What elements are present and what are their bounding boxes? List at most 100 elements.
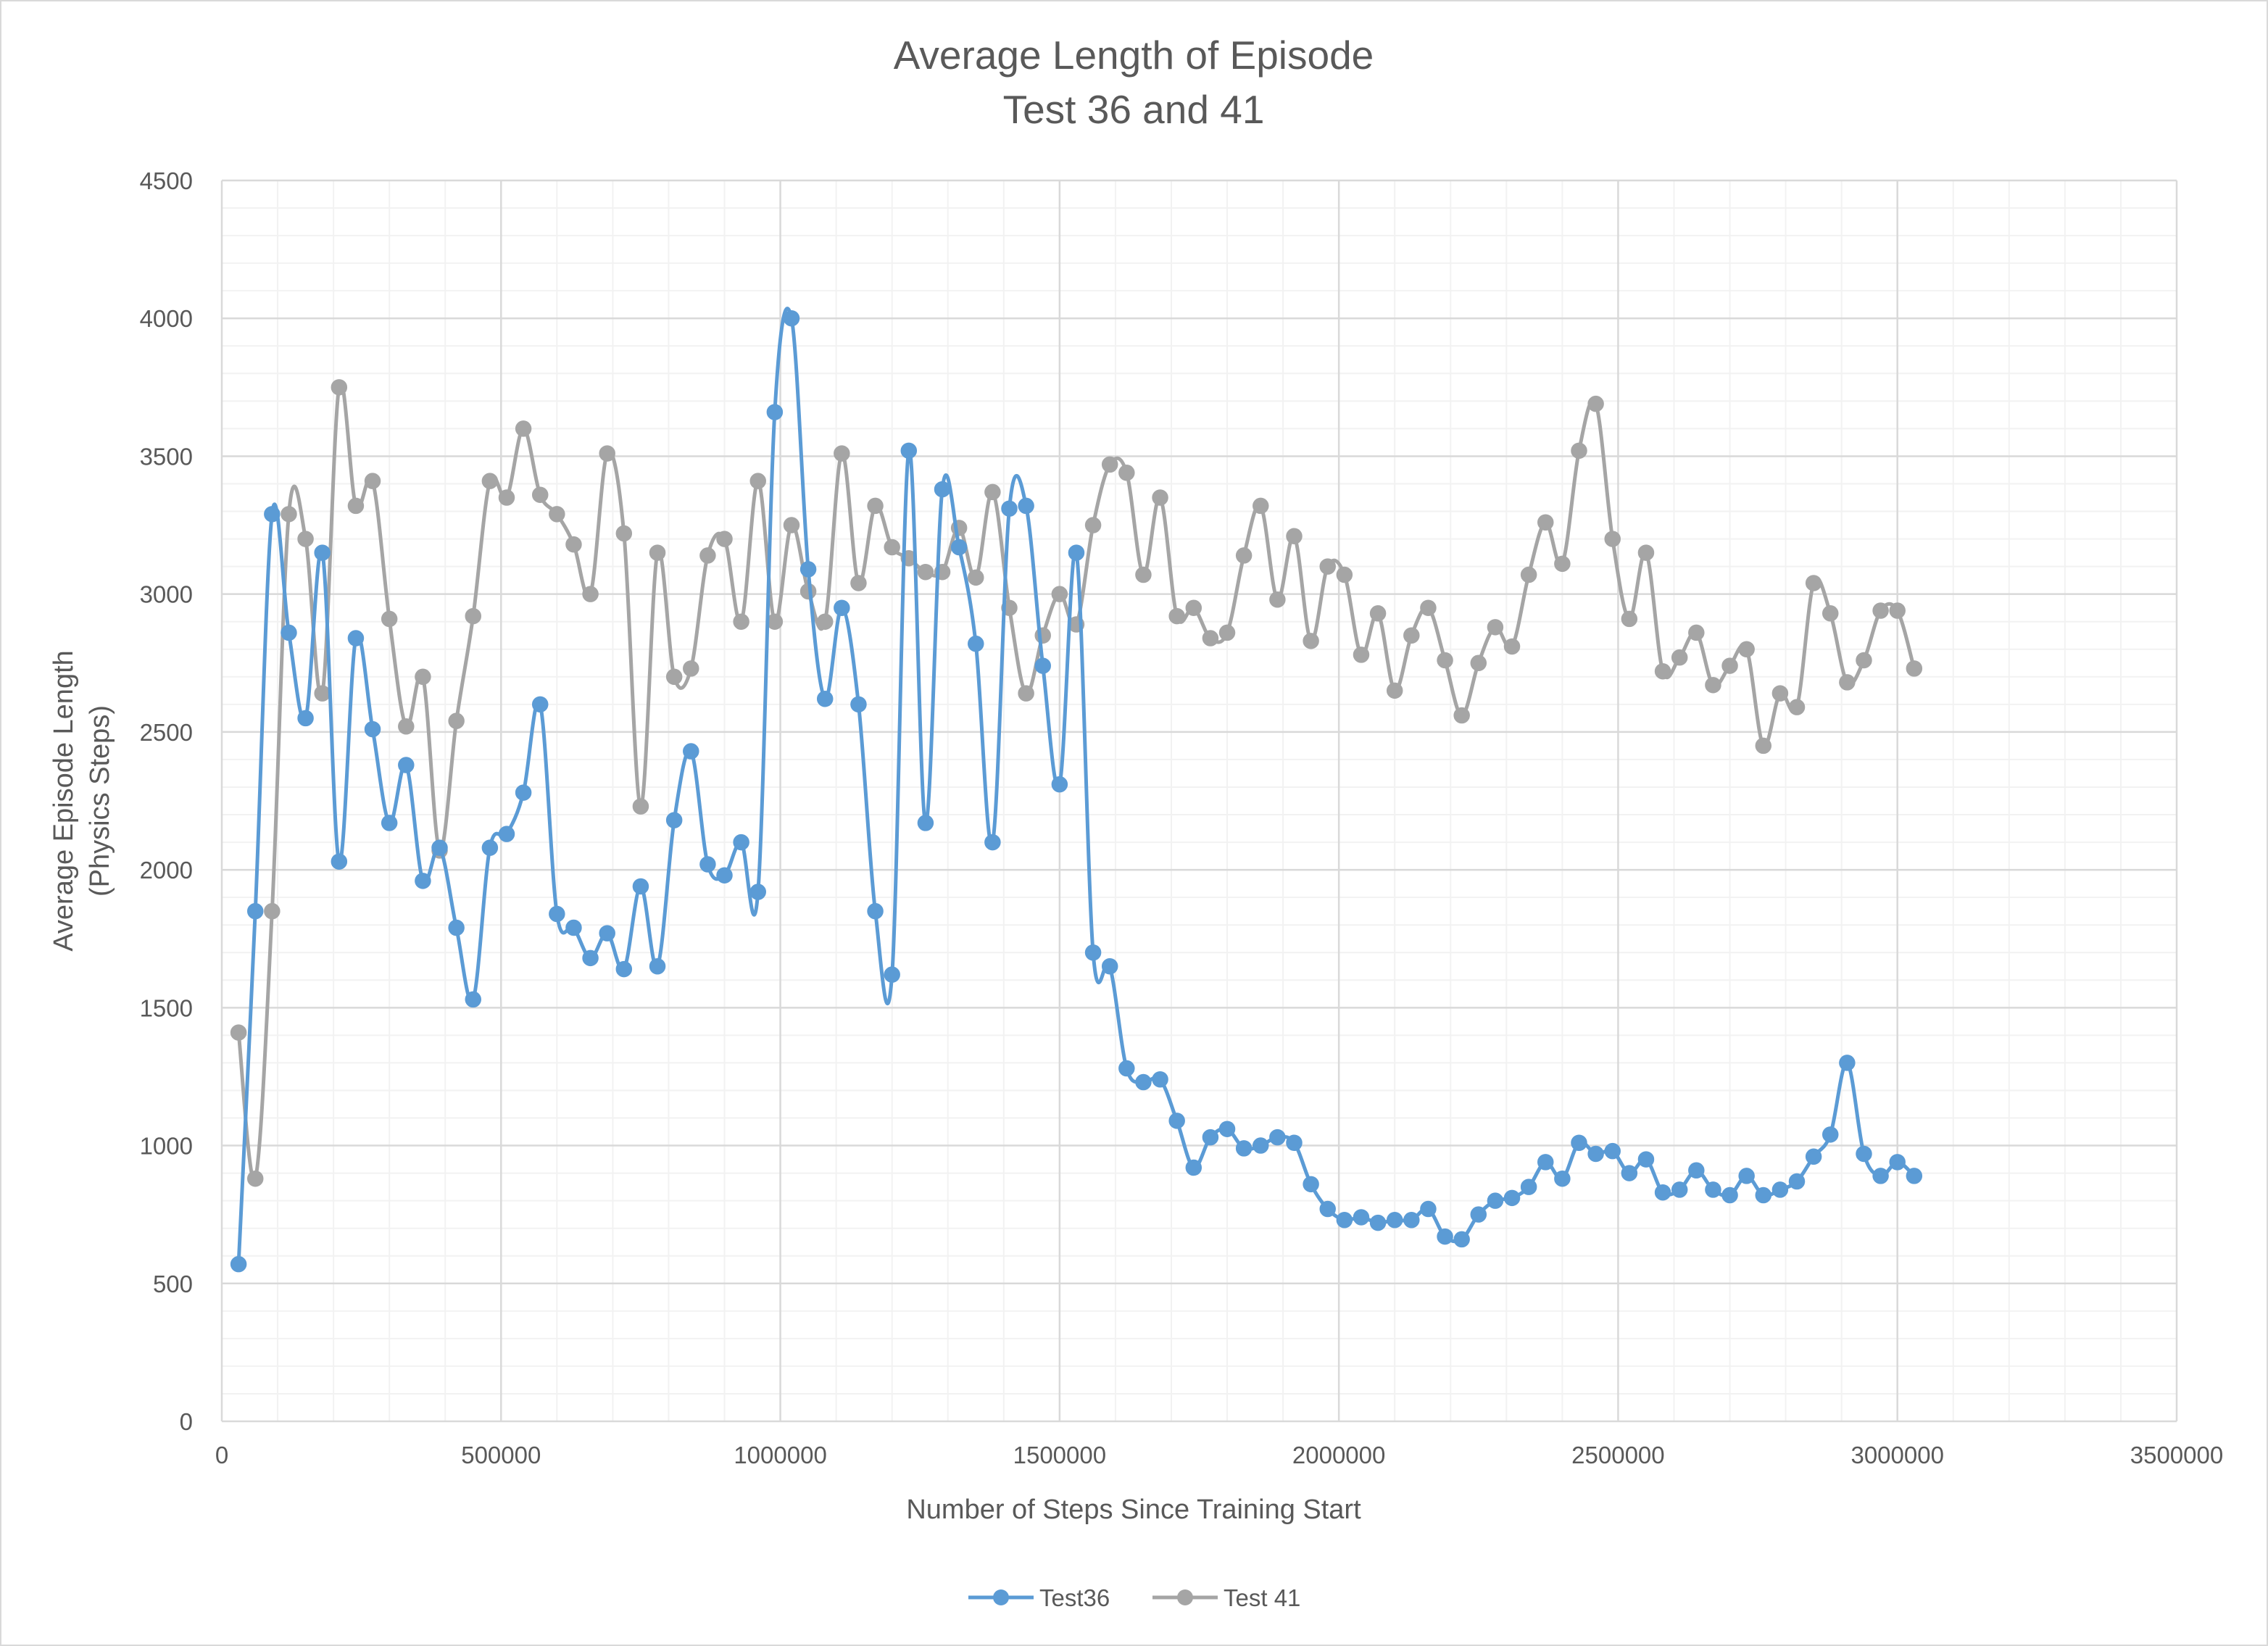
data-point-test36[interactable] (950, 539, 968, 556)
data-point-test41[interactable] (1755, 737, 1772, 755)
data-point-test41[interactable] (398, 718, 415, 735)
data-point-test36[interactable] (1520, 1179, 1537, 1195)
data-point-test41[interactable] (1503, 638, 1521, 655)
data-point-test36[interactable] (565, 919, 582, 936)
data-point-test41[interactable] (1721, 657, 1738, 674)
data-point-test36[interactable] (1537, 1154, 1554, 1171)
data-point-test41[interactable] (1319, 558, 1336, 575)
data-point-test41[interactable] (1805, 575, 1822, 591)
data-point-test41[interactable] (1303, 633, 1319, 649)
data-point-test36[interactable] (615, 960, 633, 978)
data-point-test36[interactable] (1118, 1060, 1135, 1077)
data-point-test36[interactable] (281, 624, 297, 641)
data-point-test36[interactable] (549, 905, 565, 923)
data-point-test36[interactable] (1336, 1212, 1353, 1229)
data-point-test36[interactable] (733, 834, 749, 851)
data-point-test36[interactable] (1721, 1186, 1738, 1204)
data-point-test36[interactable] (1637, 1151, 1655, 1168)
data-point-test41[interactable] (716, 531, 733, 547)
data-point-test41[interactable] (565, 536, 582, 553)
data-point-test36[interactable] (1202, 1128, 1219, 1146)
data-point-test36[interactable] (1453, 1231, 1470, 1248)
data-point-test36[interactable] (783, 309, 800, 327)
data-point-test36[interactable] (314, 544, 331, 561)
data-point-test41[interactable] (481, 473, 499, 489)
data-point-test36[interactable] (884, 966, 900, 983)
data-point-test36[interactable] (683, 743, 699, 760)
data-point-test41[interactable] (1101, 456, 1118, 473)
data-point-test36[interactable] (1084, 944, 1102, 961)
data-point-test36[interactable] (649, 958, 666, 975)
legend-entry-test41[interactable]: Test 41 (1152, 1584, 1300, 1611)
data-point-test36[interactable] (1705, 1181, 1721, 1198)
data-point-test41[interactable] (699, 547, 716, 564)
data-point-test36[interactable] (1051, 776, 1068, 793)
data-point-test41[interactable] (665, 668, 683, 686)
data-point-test36[interactable] (230, 1255, 247, 1273)
data-point-test36[interactable] (1604, 1142, 1621, 1160)
data-point-test41[interactable] (1403, 627, 1420, 644)
data-point-test36[interactable] (1906, 1168, 1923, 1184)
data-point-test41[interactable] (1118, 465, 1135, 481)
data-point-test41[interactable] (1286, 528, 1303, 545)
data-point-test41[interactable] (1453, 707, 1470, 724)
data-point-test36[interactable] (850, 696, 867, 713)
data-point-test41[interactable] (297, 531, 314, 547)
data-point-test36[interactable] (297, 710, 314, 727)
data-point-test41[interactable] (1135, 566, 1152, 583)
data-point-test36[interactable] (1839, 1055, 1856, 1071)
data-point-test36[interactable] (867, 902, 884, 920)
data-point-test36[interactable] (1587, 1145, 1604, 1163)
data-point-test36[interactable] (766, 404, 784, 420)
data-point-test41[interactable] (749, 473, 766, 489)
data-point-test36[interactable] (481, 839, 499, 856)
data-point-test41[interactable] (331, 379, 348, 396)
data-point-test41[interactable] (549, 506, 565, 523)
data-point-test36[interactable] (264, 506, 281, 523)
data-point-test36[interactable] (1101, 958, 1118, 975)
data-point-test36[interactable] (1218, 1121, 1236, 1137)
data-point-test41[interactable] (1386, 682, 1403, 699)
data-point-test36[interactable] (934, 481, 951, 498)
data-point-test41[interactable] (531, 486, 549, 503)
data-point-test41[interactable] (364, 473, 381, 489)
data-point-test41[interactable] (1654, 662, 1671, 680)
data-point-test36[interactable] (1403, 1212, 1420, 1229)
data-point-test36[interactable] (1487, 1192, 1504, 1209)
data-point-test41[interactable] (1470, 654, 1487, 672)
data-point-test36[interactable] (1369, 1214, 1387, 1231)
data-point-test36[interactable] (716, 867, 733, 884)
data-point-test41[interactable] (599, 445, 615, 462)
data-point-test36[interactable] (1771, 1181, 1789, 1198)
data-point-test36[interactable] (1889, 1154, 1906, 1171)
data-point-test41[interactable] (1253, 497, 1269, 515)
legend-entry-test36[interactable]: Test36 (968, 1584, 1110, 1611)
data-point-test41[interactable] (1856, 652, 1872, 669)
data-point-test36[interactable] (1068, 544, 1085, 561)
data-point-test41[interactable] (850, 575, 867, 591)
data-point-test36[interactable] (1470, 1206, 1487, 1223)
data-point-test36[interactable] (331, 853, 348, 870)
data-point-test36[interactable] (1755, 1186, 1772, 1204)
data-point-test41[interactable] (1788, 699, 1806, 715)
data-point-test36[interactable] (1856, 1145, 1872, 1163)
data-point-test36[interactable] (1503, 1189, 1521, 1207)
data-point-test36[interactable] (799, 561, 817, 578)
data-point-test41[interactable] (968, 569, 984, 586)
data-point-test36[interactable] (749, 884, 766, 900)
data-point-test41[interactable] (1235, 547, 1253, 564)
data-point-test41[interactable] (1537, 514, 1554, 531)
data-point-test36[interactable] (1822, 1126, 1839, 1143)
data-point-test41[interactable] (515, 420, 532, 437)
data-point-test36[interactable] (1303, 1176, 1319, 1193)
data-point-test41[interactable] (683, 660, 699, 677)
data-point-test36[interactable] (1168, 1113, 1185, 1129)
data-point-test41[interactable] (415, 668, 431, 686)
data-point-test41[interactable] (498, 489, 515, 506)
data-point-test41[interactable] (1018, 685, 1034, 702)
data-point-test36[interactable] (1654, 1184, 1671, 1201)
data-point-test36[interactable] (431, 839, 448, 856)
data-point-test41[interactable] (1051, 586, 1068, 602)
data-point-test41[interactable] (347, 497, 365, 515)
data-point-test36[interactable] (917, 815, 934, 831)
